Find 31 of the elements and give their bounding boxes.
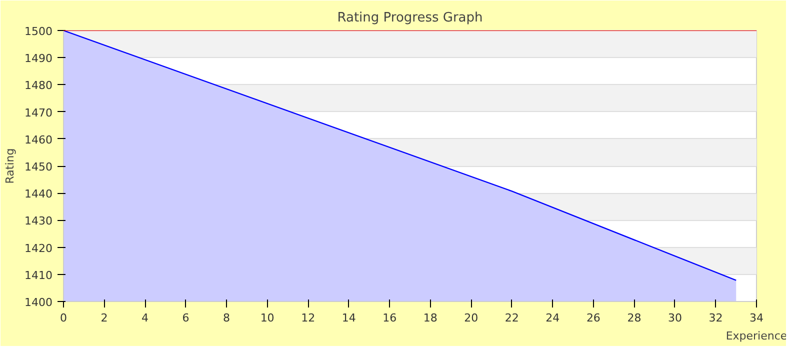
y-tick-label: 1430	[24, 214, 53, 228]
x-tick-label: 20	[464, 312, 478, 324]
x-tick-label: 8	[223, 312, 230, 324]
x-tick-label: 24	[546, 312, 560, 324]
y-tick-label: 1480	[24, 79, 53, 92]
x-tick-label: 0	[60, 312, 67, 324]
x-tick-label: 10	[260, 312, 274, 324]
x-tick-label: 2	[100, 312, 108, 324]
x-tick-label: 34	[750, 312, 764, 324]
x-tick-label: 16	[382, 312, 397, 324]
x-tick-label: 26	[586, 312, 600, 324]
y-tick-label: 1400	[24, 296, 53, 309]
y-axis-title: Rating	[4, 148, 17, 184]
y-tick-label: 1440	[24, 188, 53, 201]
y-tick-label: 1460	[24, 133, 53, 146]
x-tick-label: 32	[708, 312, 723, 324]
y-tick-label: 1470	[24, 106, 53, 120]
x-tick-label: 12	[301, 312, 316, 324]
x-tick-label: 28	[627, 312, 642, 324]
y-tick-label: 1410	[24, 268, 53, 282]
y-tick-label: 1450	[24, 160, 53, 174]
y-tick-label: 1490	[24, 52, 53, 66]
y-tick-label: 1420	[24, 242, 53, 255]
chart-title: Rating Progress Graph	[337, 10, 483, 26]
x-tick-label: 30	[668, 312, 682, 324]
x-tick-label: 22	[504, 312, 519, 324]
x-tick-label: 6	[182, 312, 190, 324]
x-tick-label: 14	[342, 312, 356, 324]
y-tick-label: 1500	[24, 25, 53, 38]
x-tick-label: 4	[142, 312, 149, 324]
x-tick-label: 18	[423, 312, 438, 324]
